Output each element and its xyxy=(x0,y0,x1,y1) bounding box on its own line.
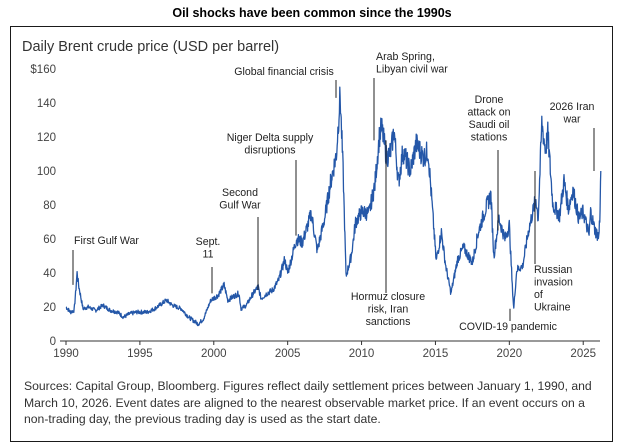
arab-spring-label: Arab Spring, xyxy=(376,51,435,63)
series-layer xyxy=(65,86,602,327)
x-tick-label: 2010 xyxy=(349,348,375,360)
iran-war-label: war xyxy=(562,114,581,126)
y-tick-label: 40 xyxy=(43,268,56,280)
hormuz-label: sanctions xyxy=(366,316,411,328)
arab-spring-label: Libyan civil war xyxy=(376,64,448,76)
x-tick-label: 2020 xyxy=(497,348,523,360)
x-tick-label: 1990 xyxy=(53,348,79,360)
chart-frame xyxy=(10,26,613,442)
gulf-war-label: First Gulf War xyxy=(74,235,139,247)
x-tick-label: 1995 xyxy=(127,348,153,360)
y-tick-label: $160 xyxy=(30,64,56,76)
sources-note: Sources: Capital Group, Bloomberg. Figur… xyxy=(24,379,592,426)
russia-ukraine-label: Russian xyxy=(534,264,572,276)
x-tick-label: 2000 xyxy=(201,348,227,360)
sept-11-label: Sept. xyxy=(196,236,221,248)
iran-war-label: 2026 Iran xyxy=(550,101,595,113)
brent-price-line xyxy=(65,86,602,327)
russia-ukraine-label: invasion xyxy=(534,277,573,289)
drone-attack-label: Drone xyxy=(475,94,504,106)
niger-delta-label: Niger Delta supply xyxy=(227,132,314,144)
y-tick-label: 60 xyxy=(43,234,56,246)
hormuz-label: Hormuz closure xyxy=(351,291,425,303)
sept-11-label: 11 xyxy=(203,249,214,261)
y-tick-label: 0 xyxy=(50,336,56,348)
drone-attack-label: Saudi oil xyxy=(469,119,510,131)
russia-ukraine-label: of xyxy=(534,289,543,301)
x-tick-label: 2025 xyxy=(570,348,596,360)
y-tick-label: 100 xyxy=(37,166,56,178)
x-tick-label: 2005 xyxy=(275,348,301,360)
niger-delta-label: disruptions xyxy=(244,145,295,157)
x-tick-label: 2015 xyxy=(423,348,449,360)
y-tick-label: 120 xyxy=(37,132,56,144)
y-tick-label: 80 xyxy=(43,200,56,212)
drone-attack-label: attack on xyxy=(468,107,511,119)
second-gulf-war-label: Gulf War xyxy=(219,200,261,212)
y-tick-label: 140 xyxy=(37,98,56,110)
russia-ukraine-label: Ukraine xyxy=(534,302,571,314)
covid-label: COVID-19 pandemic xyxy=(459,321,557,333)
second-gulf-war-label: Second xyxy=(222,187,258,199)
financial-crisis-label: Global financial crisis xyxy=(234,66,334,78)
axes: 0 20 40 60 80 100 120 140 $160 1990 1995 2000 2005 20… xyxy=(30,64,600,360)
y-tick-label: 20 xyxy=(43,302,56,314)
figure-title: Oil shocks have been common since the 19… xyxy=(172,6,452,20)
chart-title: Daily Brent crude price (USD per barrel) xyxy=(22,39,280,55)
hormuz-label: risk, Iran xyxy=(368,304,409,316)
drone-attack-label: stations xyxy=(471,132,508,144)
